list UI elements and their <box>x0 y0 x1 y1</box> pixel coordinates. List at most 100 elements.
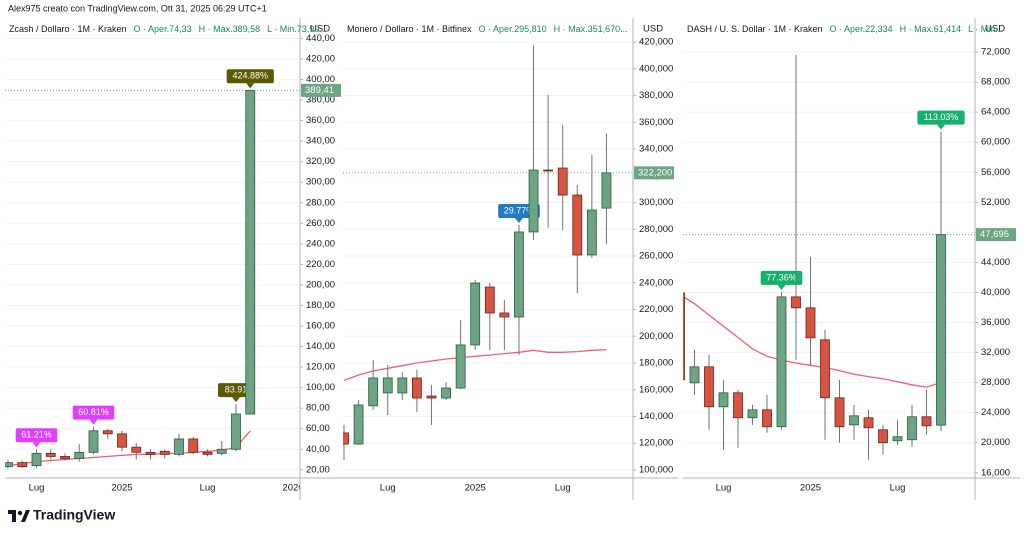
y-tick-label: 300,000 <box>639 197 673 208</box>
candle-body <box>528 169 539 233</box>
candle-body <box>689 366 700 384</box>
last-price-label: 47,695 <box>980 229 1009 240</box>
y-tick-label: 100,00 <box>306 382 335 393</box>
candle-body <box>145 451 156 455</box>
x-tick-label: Lug <box>555 483 571 494</box>
candle-body <box>45 452 56 457</box>
y-tick-label: 140,00 <box>306 341 335 352</box>
annotation-box <box>760 270 803 285</box>
legend-entry: H · Max.61,414 <box>900 24 962 34</box>
y-tick-label: 160,00 <box>306 321 335 332</box>
x-tick-label: 2025 <box>800 483 821 494</box>
candle-body <box>455 344 466 389</box>
candle-body <box>426 395 437 399</box>
candle-body <box>601 172 612 209</box>
annotation-pointer <box>777 284 786 290</box>
candle-body <box>231 413 241 450</box>
annotation-text: 424.88% <box>232 71 268 81</box>
candle-body <box>762 409 772 428</box>
legend-entry: H · Max.351,670... <box>554 24 628 34</box>
y-tick-label: 20,000 <box>981 437 1010 448</box>
candle-body <box>936 234 946 426</box>
y-tick-label: 120,00 <box>306 362 335 373</box>
x-tick-label: Lug <box>29 483 45 494</box>
annotation-box <box>72 405 115 420</box>
candle-body <box>131 446 142 453</box>
y-tick-label: 60,00 <box>306 423 330 434</box>
candle-body <box>368 377 379 407</box>
y-tick-label: 40,00 <box>306 444 330 455</box>
x-tick-label: Lug <box>380 483 396 494</box>
annotation-text: 83.91 <box>225 385 248 395</box>
annotation-pointer <box>514 217 523 223</box>
candle-body <box>60 456 70 459</box>
y-tick-label: 220,00 <box>306 259 335 270</box>
annotation-text: 77.36% <box>766 272 797 282</box>
y-tick-label: 320,00 <box>306 156 335 167</box>
candle-body <box>704 366 714 408</box>
y-tick-label: 360,000 <box>639 117 673 128</box>
candle-body <box>382 377 393 394</box>
moving-average <box>683 295 942 388</box>
annotation-text: 61.21% <box>21 430 52 440</box>
candle-body <box>159 450 170 455</box>
y-tick-label: 240,000 <box>639 277 673 288</box>
y-tick-label: 280,000 <box>639 224 673 235</box>
candle-body <box>353 404 364 445</box>
candle-body <box>499 312 510 318</box>
candle-body <box>74 451 85 459</box>
y-tick-label: 24,000 <box>981 407 1010 418</box>
x-tick-label: Lug <box>200 483 216 494</box>
legend-title: Zcash / Dollaro · 1M · Kraken <box>9 24 127 34</box>
candle-body <box>470 282 481 346</box>
y-tick-label: 160,000 <box>639 384 673 395</box>
annotation-box <box>917 110 965 125</box>
y-tick-label: 380,000 <box>639 90 673 101</box>
annotation-text: 113.03% <box>924 112 959 122</box>
candle-body <box>102 430 113 435</box>
y-tick-label: 340,00 <box>306 136 335 147</box>
legend-entry: L · Min... <box>968 24 1003 34</box>
y-tick-label: 44,000 <box>981 257 1010 268</box>
candle-body <box>907 416 917 441</box>
candle-body <box>733 392 743 419</box>
y-tick-label: 72,000 <box>981 47 1010 58</box>
header-text: Alex975 creato con TradingView.com, Ott … <box>8 3 267 13</box>
candle-body <box>834 397 845 428</box>
candle-body <box>863 417 874 429</box>
candle-body <box>441 387 451 399</box>
y-tick-label: 420,000 <box>639 37 673 48</box>
candle-body <box>188 438 199 453</box>
candle-body <box>484 286 495 314</box>
candle-body <box>343 432 349 445</box>
candle-body <box>572 194 583 256</box>
candle-body <box>791 296 801 309</box>
y-tick-label: 400,000 <box>639 63 673 74</box>
y-tick-label: 80,00 <box>306 403 330 414</box>
candle-body <box>397 377 408 394</box>
legend-entry: O · Aper.22,334 <box>830 24 893 34</box>
candle-body <box>5 462 13 468</box>
last-price-box <box>634 166 674 180</box>
legend-title: Monero / Dollaro · 1M · Bitfinex <box>347 24 472 34</box>
legend: DASH / U. S. Dollar · 1M · Kraken O · Ape… <box>687 24 1003 34</box>
unit-label: USD <box>643 24 663 35</box>
y-tick-label: 420,00 <box>306 53 335 64</box>
candle-body <box>88 430 99 453</box>
annotation-pointer <box>232 397 240 403</box>
logo <box>8 510 30 522</box>
y-tick-label: 60,000 <box>981 137 1010 148</box>
candle-body <box>174 438 184 455</box>
candle-body <box>31 452 42 467</box>
unit-label: USD <box>985 24 1005 35</box>
annotation-text: 60.81% <box>78 407 109 417</box>
candle-body <box>747 409 758 419</box>
candle-body <box>245 89 256 415</box>
candle-body <box>17 462 28 468</box>
last-price-label: 322,200 <box>638 167 672 178</box>
last-price-box <box>301 83 341 97</box>
candle-body <box>820 339 830 399</box>
candle-body <box>878 429 888 444</box>
y-tick-label: 440,00 <box>306 33 335 44</box>
